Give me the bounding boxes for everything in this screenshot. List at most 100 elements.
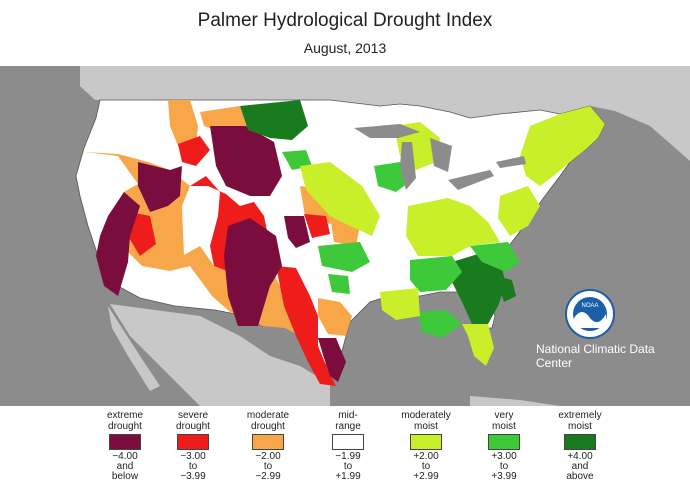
legend-item: severe drought −3.00 to −3.99: [153, 408, 233, 482]
region-extreme-drought-new-mexico: [224, 218, 282, 326]
legend-label-line: moist: [414, 421, 438, 432]
region-moderate-drought-texas: [318, 298, 352, 336]
legend-range-line: below: [111, 471, 139, 482]
noaa-logo-text: NOAA: [581, 303, 598, 309]
legend-range-line: −1.99: [335, 451, 361, 462]
legend-label: mid-range: [308, 408, 388, 432]
legend-range-line: +2.00: [413, 451, 439, 462]
region-very-moist-tennessee: [410, 256, 462, 292]
region-extreme-drought-great-basin: [138, 162, 182, 212]
noaa-logo-icon: NOAA: [565, 289, 615, 339]
region-very-moist-oklahoma: [328, 274, 350, 294]
legend-range-line: −2.00: [255, 451, 281, 462]
cuba-land: [470, 396, 560, 406]
region-extreme-drought-wyoming: [210, 126, 282, 196]
region-moderate-drought-montana: [200, 106, 248, 132]
drought-map: NOAA: [0, 66, 690, 406]
legend-range-line: +2.99: [413, 471, 439, 482]
legend-range-line: +1.99: [335, 471, 361, 482]
legend-range-line: and: [571, 461, 589, 472]
legend-item: mid-range −1.99 to +1.99: [308, 408, 388, 482]
region-severe-drought-texas: [276, 266, 336, 386]
legend-label: severe drought: [153, 408, 233, 432]
credit-text: National Climatic Data Center: [536, 342, 655, 370]
legend-label: moderately moist: [386, 408, 466, 432]
legend-label-line: range: [335, 421, 361, 432]
legend-label-line: extreme: [106, 410, 144, 421]
region-very-moist-carolinas: [470, 242, 520, 272]
region-moderately-moist-louisiana: [380, 288, 420, 320]
region-extreme-drought-texas-south: [318, 338, 346, 382]
legend-label-line: very: [494, 410, 514, 421]
legend-label-line: moderate: [246, 410, 290, 421]
region-moderately-moist-florida: [462, 324, 494, 366]
legend-item: extreme drought −4.00 and below: [85, 408, 165, 482]
legend-label-line: moderately: [401, 410, 451, 421]
lake-huron: [430, 138, 452, 172]
region-extreme-drought-plains: [284, 216, 310, 248]
region-severe-drought-oregon: [178, 136, 210, 166]
legend-range-line: to: [499, 461, 509, 472]
legend-label-line: mid-: [338, 410, 358, 421]
legend-swatch: [252, 434, 284, 450]
lake-superior: [354, 124, 420, 138]
legend-label-line: extremely: [558, 410, 602, 421]
legend-label: extremely moist: [540, 408, 620, 432]
legend-item: moderate drought −2.00 to −2.99: [228, 408, 308, 482]
legend-item: very moist +3.00 to +3.99: [464, 408, 544, 482]
region-extreme-drought-california: [96, 192, 140, 296]
baja-land: [108, 306, 160, 391]
region-extremely-moist-southeast: [452, 254, 506, 324]
lake-ontario: [496, 156, 526, 168]
legend-range-line: to: [343, 461, 353, 472]
legend-item: moderately moist +2.00 to +2.99: [386, 408, 466, 482]
legend-range-line: −4.00: [112, 451, 138, 462]
lake-michigan: [400, 142, 416, 190]
legend-label-line: moist: [492, 421, 516, 432]
map-title: Palmer Hydrological Drought Index: [197, 10, 493, 31]
map-subtitle: August, 2013: [303, 40, 387, 56]
legend-swatch: [177, 434, 209, 450]
legend-swatch: [332, 434, 364, 450]
region-moderately-moist-mid-atlantic: [498, 186, 540, 236]
legend-item: extremely moist +4.00 and above: [540, 408, 620, 482]
legend-range-line: +4.00: [567, 451, 593, 462]
legend-label: extreme drought: [85, 408, 165, 432]
legend-range-line: to: [188, 461, 198, 472]
mexico-land: [110, 304, 330, 406]
lake-erie: [448, 170, 494, 190]
legend-range-line: above: [566, 471, 594, 482]
legend-label-line: moist: [568, 421, 592, 432]
legend-range-line: to: [421, 461, 431, 472]
region-severe-drought-nevada: [128, 212, 156, 256]
region-extremely-moist-georgia: [496, 276, 516, 302]
legend-swatch: [109, 434, 141, 450]
region-moderately-moist-midwest: [300, 162, 380, 236]
canada-land: [80, 66, 690, 161]
legend-label: moderate drought: [228, 408, 308, 432]
legend-label-line: severe: [177, 410, 208, 421]
region-moderately-moist-ohio-valley: [406, 198, 500, 256]
legend-swatch: [564, 434, 596, 450]
region-moderate-drought-idaho: [168, 100, 198, 146]
legend-range-line: −3.99: [180, 471, 206, 482]
region-very-moist-missouri: [318, 242, 370, 272]
legend-range-line: −3.00: [180, 451, 206, 462]
legend-label-line: drought: [176, 421, 210, 432]
legend-range-line: and: [116, 461, 134, 472]
legend-label: very moist: [464, 408, 544, 432]
legend-range-line: to: [263, 461, 273, 472]
region-moderately-moist-northeast: [520, 106, 605, 186]
legend-swatch: [488, 434, 520, 450]
region-very-moist-minnesota: [282, 150, 312, 170]
region-severe-drought-kansas: [304, 214, 330, 238]
region-very-moist-gulf: [418, 310, 462, 338]
legend-swatch: [410, 434, 442, 450]
legend-label-line: drought: [251, 421, 285, 432]
legend-range-line: +3.99: [491, 471, 517, 482]
region-extremely-moist-north-dakota: [240, 100, 308, 140]
legend: extreme drought −4.00 and below severe drought…: [0, 408, 690, 488]
legend-range-line: −2.99: [255, 471, 281, 482]
legend-label-line: drought: [108, 421, 142, 432]
legend-range-line: +3.00: [491, 451, 517, 462]
